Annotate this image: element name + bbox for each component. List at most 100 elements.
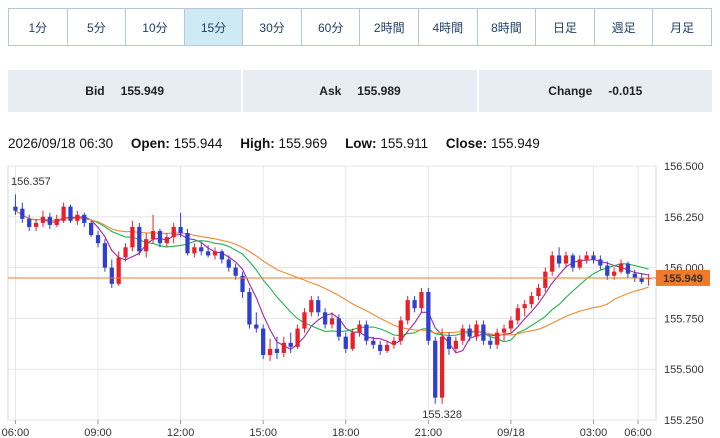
x-tick-label: 21:00 bbox=[415, 427, 443, 438]
current-price-label: 155.949 bbox=[663, 273, 703, 285]
candle-body bbox=[433, 340, 438, 398]
candle-body bbox=[357, 324, 362, 333]
candle-body bbox=[116, 257, 121, 284]
candle-body bbox=[632, 273, 637, 278]
candle-body bbox=[563, 255, 569, 264]
candle-body bbox=[378, 344, 383, 351]
plot-area bbox=[7, 165, 657, 421]
candle-body bbox=[336, 318, 342, 337]
candle-body bbox=[212, 251, 218, 256]
x-tick-label: 06:00 bbox=[624, 427, 652, 438]
candle-body bbox=[481, 324, 486, 341]
candle-body bbox=[261, 328, 266, 355]
candle-body bbox=[13, 206, 18, 211]
x-tick-label: 12:00 bbox=[167, 427, 195, 438]
candle-body bbox=[501, 328, 507, 333]
bid-box: Bid 155.949 bbox=[8, 70, 242, 112]
quote-bar: Bid 155.949 Ask 155.989 Change -0.015 bbox=[8, 70, 712, 112]
candle-body bbox=[219, 251, 225, 260]
candle-body bbox=[68, 206, 73, 221]
timeframe-button-10[interactable]: 週足 bbox=[595, 9, 654, 45]
candle-body bbox=[329, 318, 335, 325]
candle-body bbox=[192, 247, 197, 254]
candle-body bbox=[605, 265, 610, 276]
candlestick-chart[interactable]: 155.250155.500155.750156.000156.250156.5… bbox=[0, 158, 720, 438]
candle-body bbox=[426, 291, 431, 341]
candle-body bbox=[247, 291, 252, 325]
candle-body bbox=[33, 222, 39, 227]
candle-body bbox=[419, 291, 424, 309]
candle-body bbox=[570, 255, 575, 268]
timeframe-selector: 1分 5分 10分 15分 30分 60分 2時間 4時間 8時間 日足 週足 月足 bbox=[8, 8, 712, 46]
candle-body bbox=[164, 237, 169, 244]
candle-body bbox=[82, 214, 87, 223]
candle-body bbox=[171, 226, 176, 238]
candle-body bbox=[446, 336, 452, 349]
candle-body bbox=[488, 340, 493, 345]
x-tick-label: 06:00 bbox=[2, 427, 30, 438]
candle-body bbox=[550, 255, 555, 272]
timeframe-button-2[interactable]: 10分 bbox=[126, 9, 185, 45]
candle-body bbox=[89, 222, 94, 236]
timeframe-button-8[interactable]: 8時間 bbox=[478, 9, 537, 45]
candle-body bbox=[405, 300, 410, 321]
candle-body bbox=[474, 324, 479, 337]
candle-body bbox=[467, 328, 472, 337]
y-tick-label: 156.250 bbox=[664, 212, 704, 224]
timeframe-button-4[interactable]: 30分 bbox=[243, 9, 302, 45]
y-tick-label: 155.250 bbox=[664, 415, 704, 427]
candle-body bbox=[95, 235, 101, 244]
candle-body bbox=[281, 342, 286, 353]
candle-body bbox=[515, 308, 520, 321]
high-annotation: 156.357 bbox=[11, 176, 51, 188]
candle-body bbox=[618, 263, 624, 272]
timeframe-button-3[interactable]: 15分 bbox=[184, 9, 244, 45]
candle-body bbox=[199, 247, 204, 252]
candle-body bbox=[274, 348, 280, 353]
candle-body bbox=[267, 348, 273, 355]
low-annotation: 155.328 bbox=[422, 409, 462, 421]
candle-body bbox=[371, 340, 376, 345]
candle-body bbox=[27, 218, 32, 227]
candle-body bbox=[584, 255, 589, 260]
open-label: Open: bbox=[130, 136, 170, 151]
candle-body bbox=[398, 320, 403, 341]
candle-body bbox=[123, 247, 128, 258]
candle-body bbox=[20, 208, 25, 219]
candle-body bbox=[316, 300, 321, 313]
candle-body bbox=[391, 340, 397, 345]
timeframe-button-0[interactable]: 1分 bbox=[9, 9, 68, 45]
candle-body bbox=[460, 328, 465, 341]
timeframe-button-7[interactable]: 4時間 bbox=[419, 9, 478, 45]
close-value: 155.949 bbox=[490, 136, 540, 151]
candle-body bbox=[591, 255, 596, 260]
candle-body bbox=[40, 216, 46, 223]
candle-body bbox=[612, 271, 617, 276]
y-tick-label: 155.500 bbox=[664, 364, 704, 376]
high-value: 155.969 bbox=[278, 136, 328, 151]
timeframe-button-9[interactable]: 日足 bbox=[536, 9, 595, 45]
ma-mid-line bbox=[15, 210, 649, 343]
candle-body bbox=[495, 332, 500, 345]
candle-body bbox=[453, 340, 459, 349]
candle-body bbox=[322, 312, 328, 325]
candle-body bbox=[577, 259, 582, 268]
ma-long-line bbox=[15, 210, 649, 336]
candle-body bbox=[102, 243, 108, 268]
ohlc-datetime: 2026/09/18 06:30 bbox=[8, 136, 114, 151]
timeframe-button-1[interactable]: 5分 bbox=[68, 9, 127, 45]
candle-body bbox=[543, 271, 548, 288]
timeframe-button-5[interactable]: 60分 bbox=[302, 9, 361, 45]
timeframe-button-11[interactable]: 月足 bbox=[670, 20, 695, 35]
candle-body bbox=[522, 304, 527, 309]
candle-body bbox=[556, 255, 562, 264]
candle-body bbox=[130, 226, 135, 248]
x-tick-label: 09:00 bbox=[84, 427, 112, 438]
candle-body bbox=[639, 277, 644, 282]
timeframe-button-6[interactable]: 2時間 bbox=[360, 9, 420, 45]
candle-body bbox=[295, 328, 300, 347]
candle-body bbox=[54, 218, 59, 225]
candle-body bbox=[157, 231, 163, 244]
candle-body bbox=[536, 287, 541, 297]
candle-body bbox=[240, 275, 245, 292]
